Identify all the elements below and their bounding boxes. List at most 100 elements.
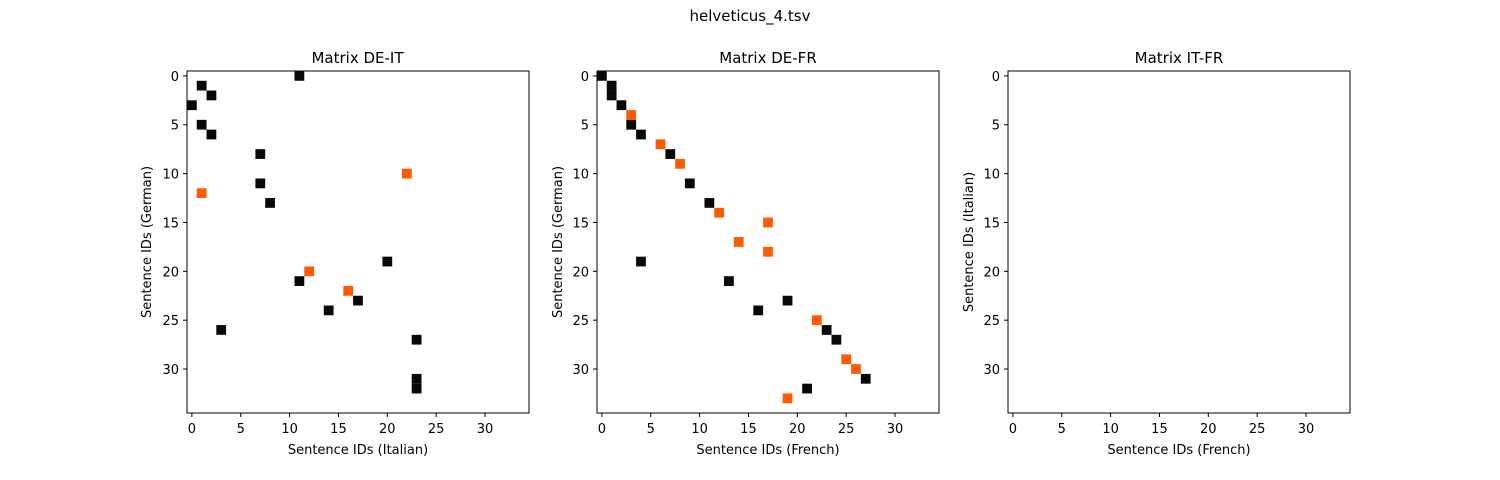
y-tick-label-de-fr-5: 5: [581, 119, 589, 134]
x-tick-label-de-it-30: 30: [477, 422, 494, 437]
cell-de-fr-3: [616, 100, 627, 111]
cell-de-fr-26: [802, 383, 812, 394]
panel-de-fr: Matrix DE-FR Sentence IDs (French) Sente…: [551, 49, 940, 458]
x-axis-label-de-it: Sentence IDs (Italian): [288, 443, 428, 458]
cell-de-fr-25: [860, 373, 871, 384]
x-tick-label-de-fr-10: 10: [691, 422, 708, 437]
cell-de-it-7: [401, 168, 412, 179]
y-axis-label-de-fr: Sentence IDs (German): [551, 166, 566, 318]
y-tick-label-de-fr-20: 20: [572, 265, 589, 280]
x-axis-label-de-fr: Sentence IDs (French): [696, 443, 839, 458]
cell-de-it-2: [206, 90, 217, 101]
y-tick-label-de-it-0: 0: [171, 70, 179, 85]
cell-de-it-20: [411, 383, 422, 394]
x-tick-label-it-fr-10: 10: [1102, 422, 1119, 437]
cell-de-fr-14: [733, 237, 744, 247]
cell-de-fr-27: [782, 393, 793, 404]
plot-area-de-fr: [596, 70, 940, 414]
cell-de-fr-6: [636, 129, 646, 140]
cell-de-it-11: [382, 256, 393, 267]
y-tick-label-it-fr-15: 15: [983, 216, 1000, 231]
x-tick-label-de-fr-25: 25: [838, 422, 855, 437]
cell-de-it-17: [216, 325, 227, 335]
panel-it-fr: Matrix IT-FR Sentence IDs (French) Sente…: [962, 49, 1351, 458]
cell-de-it-0: [294, 71, 305, 81]
cell-de-fr-12: [714, 207, 725, 218]
panel-title-it-fr: Matrix IT-FR: [1135, 49, 1224, 67]
cell-de-fr-18: [782, 295, 793, 306]
x-tick-label-de-it-15: 15: [330, 422, 347, 437]
cell-de-it-15: [353, 295, 363, 306]
x-tick-label-it-fr-25: 25: [1249, 422, 1266, 437]
y-tick-label-it-fr-25: 25: [983, 314, 1000, 329]
y-tick-label-it-fr-30: 30: [983, 363, 1000, 378]
y-tick-label-de-it-20: 20: [162, 265, 179, 280]
cell-de-fr-20: [811, 315, 822, 326]
cell-de-it-13: [294, 276, 305, 286]
x-tick-label-de-fr-5: 5: [647, 422, 655, 437]
x-tick-label-de-it-0: 0: [188, 422, 196, 437]
x-tick-label-de-fr-20: 20: [789, 422, 806, 437]
cell-de-fr-24: [851, 364, 861, 374]
x-axis-label-it-fr: Sentence IDs (French): [1107, 443, 1250, 458]
cell-de-it-12: [304, 266, 315, 277]
cell-de-fr-13: [763, 217, 773, 228]
cell-de-it-8: [255, 178, 266, 189]
figure-title: helveticus_4.tsv: [689, 7, 810, 26]
cell-de-it-5: [206, 129, 217, 140]
y-tick-label-de-fr-30: 30: [572, 363, 589, 378]
y-axis-label-it-fr: Sentence IDs (Italian): [962, 172, 977, 312]
cell-de-it-18: [411, 334, 422, 345]
cell-de-fr-9: [675, 158, 685, 169]
y-tick-label-it-fr-20: 20: [983, 265, 1000, 280]
y-tick-label-de-it-30: 30: [162, 363, 179, 378]
panel-title-de-fr: Matrix DE-FR: [719, 49, 817, 67]
x-tick-label-it-fr-0: 0: [1009, 422, 1017, 437]
cell-de-fr-10: [684, 178, 695, 189]
cell-de-fr-0: [597, 71, 607, 81]
panel-de-it: Matrix DE-IT Sentence IDs (Italian) Sent…: [140, 49, 530, 458]
plot-area-it-fr: [1007, 70, 1351, 414]
cell-de-fr-21: [821, 325, 832, 335]
cell-de-fr-19: [753, 305, 764, 316]
cell-de-fr-16: [636, 256, 646, 267]
y-tick-label-it-fr-0: 0: [992, 70, 1000, 85]
y-tick-label-de-it-10: 10: [162, 168, 179, 183]
x-tick-label-de-fr-15: 15: [740, 422, 757, 437]
x-tick-label-de-fr-0: 0: [598, 422, 606, 437]
cell-de-fr-23: [841, 354, 852, 365]
cell-de-fr-5: [626, 119, 637, 130]
y-tick-label-de-fr-0: 0: [581, 70, 589, 85]
y-tick-label-it-fr-5: 5: [992, 119, 1000, 134]
y-tick-label-de-it-25: 25: [162, 314, 179, 329]
cell-de-fr-15: [763, 246, 773, 257]
y-tick-label-de-fr-10: 10: [572, 168, 589, 183]
cell-de-it-9: [196, 188, 207, 199]
x-tick-label-it-fr-15: 15: [1151, 422, 1168, 437]
y-tick-label-it-fr-10: 10: [983, 168, 1000, 183]
x-tick-label-it-fr-30: 30: [1298, 422, 1315, 437]
plot-area-de-it: [186, 70, 530, 414]
cell-de-it-4: [196, 119, 207, 130]
x-tick-label-de-it-20: 20: [379, 422, 396, 437]
cell-de-fr-2: [606, 90, 617, 101]
x-tick-label-de-it-25: 25: [428, 422, 445, 437]
cell-de-it-1: [196, 80, 207, 91]
cell-de-it-3: [187, 100, 197, 111]
x-tick-label-it-fr-20: 20: [1200, 422, 1217, 437]
panel-title-de-it: Matrix DE-IT: [311, 49, 404, 67]
cell-de-it-14: [343, 285, 354, 296]
y-tick-label-de-fr-25: 25: [572, 314, 589, 329]
cell-de-fr-17: [724, 276, 734, 286]
cell-de-it-19: [411, 373, 422, 384]
cell-de-fr-4: [626, 110, 637, 120]
x-tick-label-de-it-10: 10: [281, 422, 298, 437]
y-tick-label-de-fr-15: 15: [572, 216, 589, 231]
cell-de-fr-11: [704, 198, 715, 208]
y-tick-label-de-it-15: 15: [162, 216, 179, 231]
cell-de-fr-7: [655, 139, 666, 150]
x-tick-label-it-fr-5: 5: [1058, 422, 1066, 437]
x-tick-label-de-fr-30: 30: [887, 422, 904, 437]
cell-de-it-10: [265, 198, 275, 208]
